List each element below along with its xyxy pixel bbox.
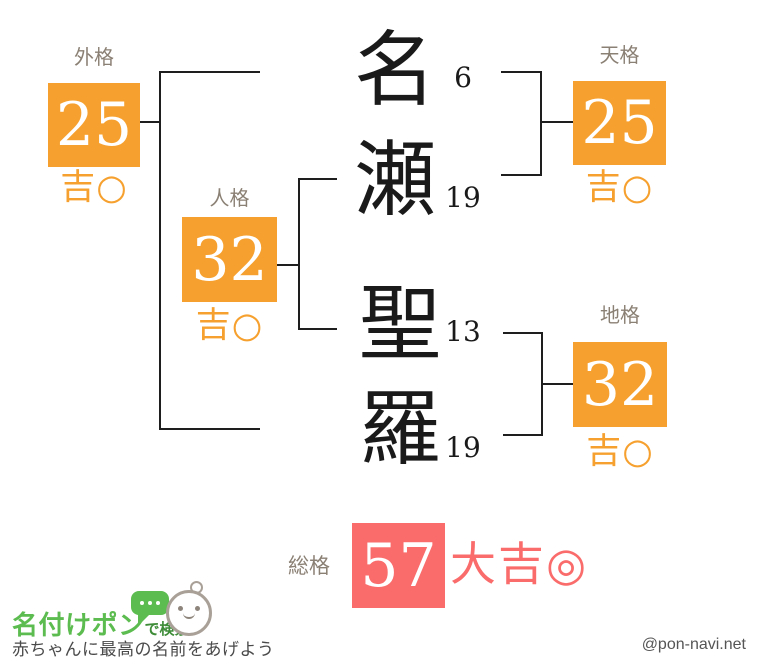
- soukaku-label: 総格: [288, 555, 330, 578]
- tenkaku-bottom-stub-line: [501, 174, 540, 176]
- tenkaku-top-stub-line: [501, 71, 540, 73]
- gaikaku-result: 吉○: [60, 168, 128, 208]
- baby-icon-smile: [183, 611, 195, 619]
- soukaku-score-box: 57: [352, 523, 445, 608]
- chikaku-label: 地格: [600, 305, 640, 327]
- baby-icon-eye: [195, 606, 200, 611]
- tenkaku-score-box: 25: [573, 81, 666, 165]
- stroke-count-3: 13: [445, 315, 481, 348]
- gaikaku-value: 25: [55, 90, 133, 160]
- name-char-1: 名: [354, 23, 437, 118]
- gaikaku-label: 外格: [74, 47, 114, 69]
- chikaku-value: 32: [581, 349, 659, 420]
- chikaku-bottom-stub-line: [503, 434, 541, 436]
- speech-bubble-tail: [138, 613, 151, 626]
- gaikaku-connector-line: [140, 121, 159, 123]
- name-char-4: 羅: [359, 382, 442, 477]
- gaikaku-score-box: 25: [48, 83, 140, 167]
- name-char-2: 瀬: [354, 133, 437, 228]
- site-logo-text: 名付けポン: [12, 610, 145, 640]
- bubble-dot: [140, 601, 144, 605]
- baby-icon-eye: [178, 606, 183, 611]
- chikaku-vertical-line: [541, 332, 543, 436]
- jinkaku-label: 人格: [209, 188, 250, 210]
- gaikaku-vertical-line: [159, 71, 161, 430]
- chikaku-top-stub-line: [503, 332, 541, 334]
- stroke-count-4: 19: [445, 431, 481, 464]
- bubble-dot: [156, 601, 160, 605]
- soukaku-value: 57: [360, 530, 437, 601]
- tagline-text: 赤ちゃんに最高の名前をあげよう: [12, 640, 275, 659]
- soukaku-result: 大吉◎: [450, 537, 589, 591]
- name-char-3: 聖: [359, 277, 442, 372]
- chikaku-connector-line: [543, 383, 573, 385]
- jinkaku-top-stub-line: [298, 178, 337, 180]
- tenkaku-connector-line: [542, 121, 573, 123]
- credit-text: @pon-navi.net: [641, 636, 746, 653]
- gaikaku-top-stub-line: [159, 71, 260, 73]
- jinkaku-vertical-line: [298, 178, 300, 330]
- gaikaku-bottom-stub-line: [159, 428, 260, 430]
- jinkaku-value: 32: [191, 224, 268, 295]
- baby-icon: [166, 590, 212, 636]
- jinkaku-bottom-stub-line: [298, 328, 337, 330]
- jinkaku-result: 吉○: [195, 306, 264, 346]
- tenkaku-result: 吉○: [585, 168, 654, 208]
- jinkaku-connector-line: [277, 264, 298, 266]
- bubble-dot: [148, 601, 152, 605]
- tenkaku-label: 天格: [599, 45, 640, 67]
- tenkaku-value: 25: [581, 88, 658, 158]
- chikaku-result: 吉○: [586, 432, 654, 472]
- chikaku-score-box: 32: [573, 342, 667, 427]
- tenkaku-vertical-line: [540, 71, 542, 176]
- stroke-count-1: 6: [454, 61, 472, 94]
- stroke-count-2: 19: [445, 181, 481, 214]
- speech-bubble-icon: [131, 591, 169, 615]
- jinkaku-score-box: 32: [182, 217, 277, 302]
